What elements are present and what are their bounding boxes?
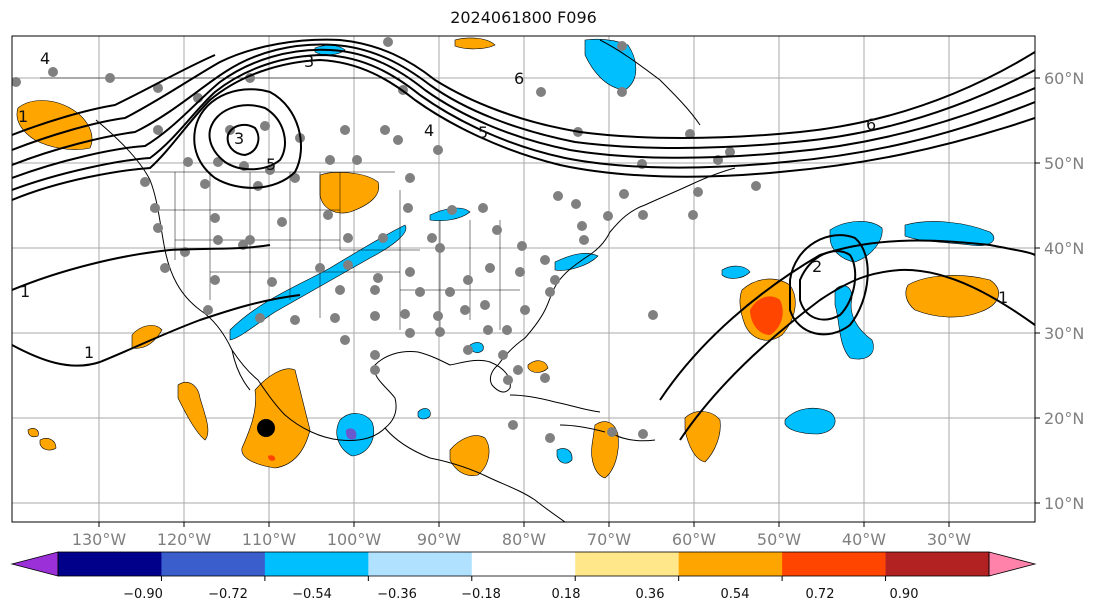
colorbar-tick-label: −0.18: [461, 587, 501, 602]
lat-label: 40°N: [1044, 239, 1084, 258]
longitude-labels: 130°W 120°W 110°W 100°W 90°W 80°W 70°W 6…: [72, 530, 971, 549]
lon-label: 80°W: [502, 530, 546, 549]
lon-label: 110°W: [242, 530, 297, 549]
contour-label: 5: [478, 123, 488, 142]
lon-label: 120°W: [157, 530, 212, 549]
station-dots: [12, 37, 761, 443]
colorbar-under-triangle: [12, 552, 58, 576]
colorbar-tick-label: 0.18: [552, 587, 581, 602]
lon-label: 40°W: [842, 530, 886, 549]
colorbar-tick-label: 0.90: [890, 587, 919, 602]
contour-label-group: 4 3 1 1 6 4 5 6 3 5 2 1 1: [18, 49, 1008, 362]
axis-ticks: [98, 77, 1040, 527]
contour-label: 6: [514, 69, 524, 88]
lon-label: 90°W: [417, 530, 461, 549]
contour-label: 3: [304, 52, 314, 71]
colorbar: −0.90 −0.72 −0.54 −0.36 −0.18 0.18 0.36 …: [10, 551, 1037, 602]
colorbar-tick-label: −0.54: [292, 587, 332, 602]
colorbar-segment: [471, 552, 576, 576]
colorbar-under-outline: [10, 551, 59, 577]
contour-label: 4: [40, 49, 50, 68]
colorbar-tick-label: 0.54: [721, 587, 750, 602]
colorbar-segment: [368, 552, 473, 576]
negative-anomaly-shading: [229, 38, 995, 464]
colorbar-tick-label: −0.90: [123, 587, 163, 602]
lat-label: 30°N: [1044, 324, 1084, 343]
colorbar-segment: [264, 552, 369, 576]
lon-label: 30°W: [927, 530, 971, 549]
strong-positive-shading: [268, 296, 783, 461]
lon-label: 70°W: [587, 530, 631, 549]
lat-label: 10°N: [1044, 494, 1084, 513]
contour-label: 4: [424, 121, 434, 140]
lat-label: 60°N: [1044, 69, 1084, 88]
colorbar-segment: [58, 552, 162, 576]
contour-label: 1: [18, 107, 28, 126]
colorbar-tick-label: −0.36: [377, 587, 417, 602]
lon-label: 60°W: [672, 530, 716, 549]
contour-label: 2: [812, 257, 822, 276]
contour-label: 6: [866, 115, 876, 134]
lon-label: 100°W: [327, 530, 382, 549]
colorbar-tick-label: 0.36: [636, 587, 665, 602]
lat-label: 50°N: [1044, 154, 1084, 173]
colorbar-segment: [782, 552, 887, 576]
contour-label: 1: [998, 288, 1008, 307]
contour-label: 3: [234, 129, 244, 148]
colorbar-tick-label: −0.72: [208, 587, 248, 602]
map-title: 2024061800 F096: [450, 8, 597, 27]
colorbar-over-triangle: [989, 552, 1035, 576]
location-marker: [257, 419, 275, 437]
colorbar-over-outline: [988, 551, 1037, 577]
contour-label: 1: [20, 282, 30, 301]
positive-anomaly-shading: [16, 37, 999, 479]
contour-label: 1: [84, 343, 94, 362]
colorbar-segment: [885, 552, 990, 576]
latitude-labels: 60°N 50°N 40°N 30°N 20°N 10°N: [1044, 69, 1084, 513]
colorbar-segment: [678, 552, 783, 576]
colorbar-tick-label: 0.72: [806, 587, 835, 602]
strong-negative-shading: [345, 428, 357, 440]
contour-label: 5: [266, 155, 276, 174]
coastlines: [95, 39, 736, 522]
colorbar-labels: −0.90 −0.72 −0.54 −0.36 −0.18 0.18 0.36 …: [123, 587, 918, 602]
lat-label: 20°N: [1044, 409, 1084, 428]
colorbar-segment: [575, 552, 680, 576]
lon-label: 50°W: [757, 530, 801, 549]
lon-label: 130°W: [72, 530, 127, 549]
contour-lines: [12, 38, 1035, 441]
colorbar-segment: [161, 552, 266, 576]
colorbar-ticks: [160, 576, 887, 581]
